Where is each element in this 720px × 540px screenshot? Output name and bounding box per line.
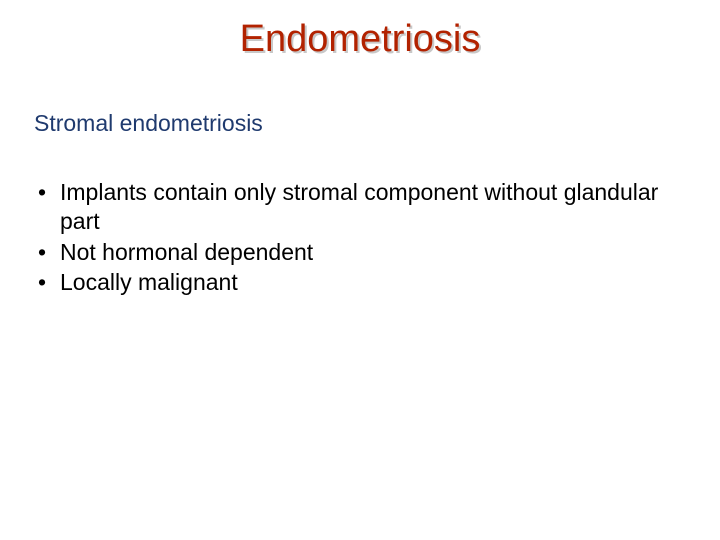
slide-subtitle: Stromal endometriosis — [34, 110, 263, 137]
bullet-list: Implants contain only stromal component … — [34, 178, 680, 299]
slide: Endometriosis Stromal endometriosis Impl… — [0, 0, 720, 540]
bullet-item: Not hormonal dependent — [34, 238, 680, 267]
slide-title: Endometriosis — [0, 18, 720, 61]
bullet-item: Implants contain only stromal component … — [34, 178, 680, 236]
bullet-item: Locally malignant — [34, 268, 680, 297]
